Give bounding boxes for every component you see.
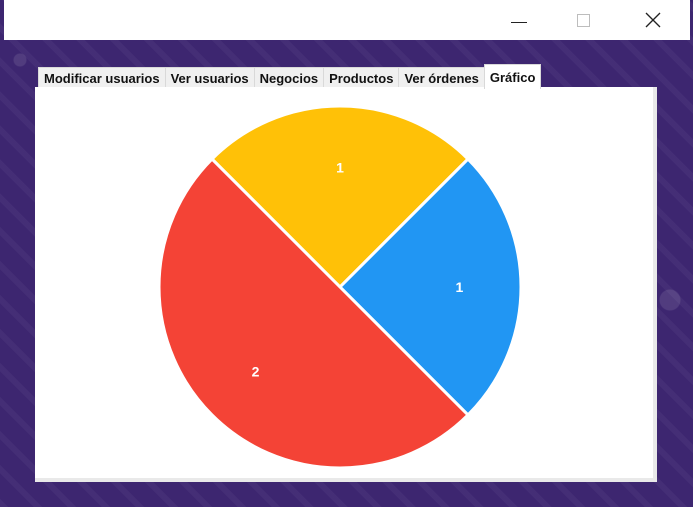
pie-slice-label-2: 2 [252, 363, 260, 379]
tab-strip: Modificar usuarios Ver usuarios Negocios… [38, 64, 542, 89]
tab-productos[interactable]: Productos [323, 67, 400, 89]
close-button[interactable] [630, 0, 676, 40]
app-window: Modificar usuarios Ver usuarios Negocios… [4, 0, 690, 507]
close-icon [645, 12, 661, 28]
tab-ver-usuarios[interactable]: Ver usuarios [164, 67, 255, 89]
pie-chart: 1 1 2 [157, 104, 523, 470]
pie-slice-0 [209, 104, 471, 290]
maximize-icon [576, 13, 590, 27]
title-bar [4, 0, 690, 40]
maximize-button[interactable] [560, 0, 606, 40]
tab-ver-ordenes[interactable]: Ver órdenes [398, 67, 485, 89]
minimize-icon [511, 21, 527, 23]
pie-slice-label-0: 1 [336, 160, 344, 176]
minimize-button[interactable] [496, 0, 542, 40]
pie-slice-1 [337, 156, 523, 418]
tab-grafico[interactable]: Gráfico [483, 64, 542, 89]
pie-slice-label-1: 1 [456, 279, 464, 295]
tab-control: Modificar usuarios Ver usuarios Negocios… [4, 40, 690, 507]
chart-panel: 1 1 2 [35, 87, 657, 482]
tab-negocios[interactable]: Negocios [253, 67, 325, 89]
pie-slice-2 [157, 156, 471, 470]
tab-modificar-usuarios[interactable]: Modificar usuarios [38, 67, 166, 89]
